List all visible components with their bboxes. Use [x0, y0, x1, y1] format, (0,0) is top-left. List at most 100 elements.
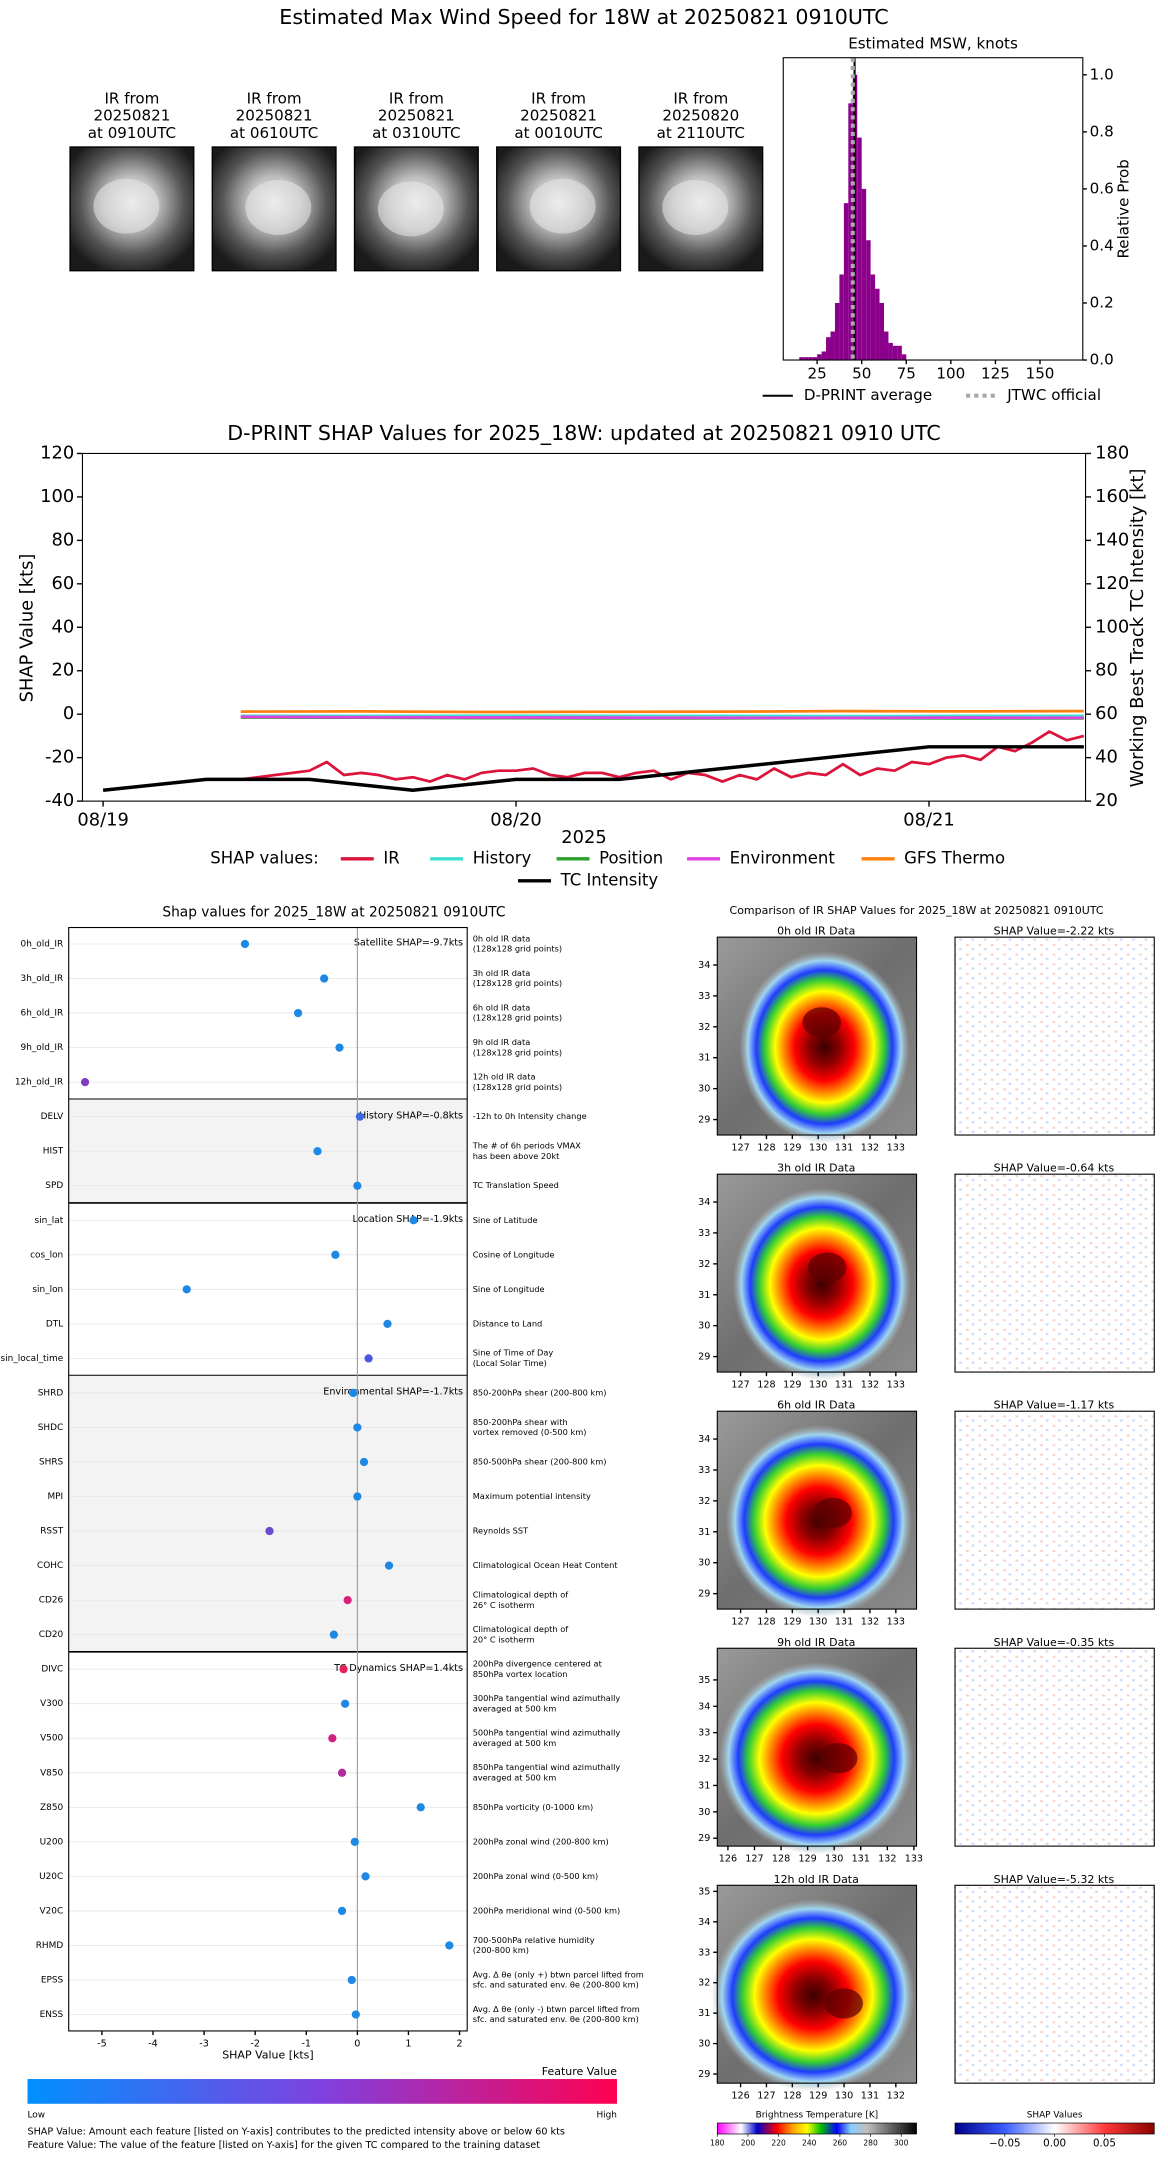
feature-description: (Local Solar Time): [473, 1358, 547, 1368]
main-title: Estimated Max Wind Speed for 18W at 2025…: [279, 5, 888, 29]
feature-description: (128x128 grid points): [473, 944, 562, 954]
x-tick-label: 0: [354, 2038, 360, 2049]
x-tick-label: 131: [835, 1379, 853, 1390]
y-tick-label: 0: [63, 703, 74, 724]
x-tick-label: 132: [887, 2091, 905, 2102]
y-tick-label: 0.0: [1090, 351, 1114, 369]
y-tick-label: 31: [698, 1527, 710, 1538]
image-caption: at 0910UTC: [88, 124, 176, 142]
y-tick-label: 34: [698, 1197, 710, 1208]
shap-image: [954, 1173, 1155, 1373]
legend-title: SHAP values:: [210, 848, 318, 867]
y2-tick-label: 120: [1095, 573, 1129, 594]
y-tick-label: 32: [698, 1259, 710, 1270]
x-tick-label: 126: [731, 2091, 749, 2102]
panel-title: 6h old IR Data: [777, 1399, 855, 1412]
feature-description: 850hPa tangential wind azimuthally: [473, 1762, 621, 1772]
feature-label: RSST: [40, 1527, 64, 1537]
bar: [897, 345, 902, 361]
y2-tick-label: 20: [1095, 790, 1118, 811]
feature-description: has been above 20kt: [473, 1151, 560, 1161]
colorbar-label: Brightness Temperature [K]: [756, 2110, 879, 2120]
x-tick-label: 129: [783, 1616, 801, 1627]
feature-description: averaged at 500 km: [473, 1738, 557, 1748]
bar: [879, 302, 884, 361]
bar: [870, 274, 876, 361]
image-caption: at 0310UTC: [372, 124, 460, 142]
y2-tick-label: 160: [1095, 486, 1129, 507]
x-tick-label: 128: [772, 1853, 790, 1864]
bar: [901, 354, 907, 361]
colorbar-label: SHAP Values: [1027, 2110, 1083, 2120]
feature-label: EPSS: [41, 1975, 64, 1985]
x-tick-label: -5: [97, 2038, 107, 2049]
y-tick-label: 0.4: [1090, 236, 1114, 254]
feature-label: 3h_old_IR: [21, 974, 64, 984]
group-band: [68, 1375, 468, 1652]
image-caption: IR from: [531, 89, 586, 107]
y2-tick-label: 140: [1095, 529, 1129, 550]
feature-description: Maximum potential intensity: [473, 1491, 591, 1501]
feature-description: 3h old IR data: [473, 968, 531, 978]
shap-point: [335, 1043, 344, 1052]
colorbar-tick-label: 300: [894, 2139, 909, 2148]
ir-frame: [716, 936, 918, 1136]
bar: [803, 357, 809, 361]
x-tick-label: 133: [887, 1616, 905, 1627]
bar: [834, 302, 840, 361]
y-tick-label: 33: [698, 1465, 710, 1476]
feature-description: 850hPa vortex location: [473, 1669, 568, 1679]
ir-frame: [716, 1647, 918, 1847]
feature-description: 850hPa vorticity (0-1000 km): [473, 1802, 594, 1812]
bar: [826, 337, 831, 361]
y-tick-label: 34: [698, 1701, 710, 1712]
bar: [875, 288, 880, 361]
shap-point: [340, 1699, 350, 1708]
panel-title: 12h old IR Data: [774, 1873, 859, 1886]
feature-description: 300hPa tangential wind azimuthally: [473, 1693, 621, 1703]
ir-cloud: [662, 180, 729, 235]
feature-label: sin_local_time: [1, 1354, 64, 1364]
colorbar-label: Feature Value: [542, 2065, 617, 2078]
x-tick-label: 2: [456, 2038, 462, 2049]
bar: [812, 357, 818, 361]
shap-point: [313, 1147, 322, 1156]
ir-core: [818, 1743, 858, 1774]
shap-point: [349, 1388, 358, 1398]
ir-core: [802, 1007, 841, 1038]
feature-description: Climatological depth of: [473, 1589, 570, 1599]
x-tick-label: 129: [783, 1379, 801, 1390]
feature-description: sfc. and saturated env. θe (200-800 km): [473, 1980, 639, 1990]
colorbar: [716, 2122, 917, 2135]
colorbar-high: High: [596, 2110, 617, 2120]
chart-title: Shap values for 2025_18W at 20250821 091…: [162, 904, 505, 920]
y-tick-label: 33: [698, 1228, 710, 1239]
colorbar: [27, 2079, 617, 2104]
y-tick-label: 34: [698, 1434, 710, 1445]
x-tick-label: 130: [809, 1379, 827, 1390]
feature-description: Sine of Longitude: [473, 1284, 545, 1294]
image-caption: at 2110UTC: [657, 124, 745, 142]
shap-point: [329, 1630, 338, 1639]
legend-label: TC Intensity: [560, 870, 659, 889]
y2-tick-label: 100: [1095, 616, 1129, 637]
y-tick-label: 60: [51, 573, 74, 594]
feature-description: Avg. Δ θe (only -) btwn parcel lifted fr…: [473, 2004, 640, 2014]
shap-point: [409, 1216, 418, 1225]
panel-title: SHAP Value=-5.32 kts: [994, 1873, 1115, 1886]
footnote: Feature Value: The value of the feature …: [27, 2140, 540, 2151]
feature-description: Reynolds SST: [473, 1526, 529, 1536]
x-tick-label: 132: [861, 1616, 879, 1627]
feature-description: averaged at 500 km: [473, 1772, 557, 1782]
shap-point: [353, 1423, 362, 1432]
feature-description: vortex removed (0-500 km): [473, 1427, 587, 1437]
feature-label: U200: [40, 1837, 64, 1847]
ir-frame: [716, 1884, 918, 2084]
feature-description: Climatological Ocean Heat Content: [473, 1560, 619, 1570]
feature-description: 850-500hPa shear (200-800 km): [473, 1456, 607, 1466]
y-tick-label: 32: [698, 1496, 710, 1507]
y-axis-label: SHAP Value [kts]: [16, 554, 37, 703]
legend-label: IR: [383, 848, 399, 867]
feature-label: SHRS: [39, 1457, 64, 1467]
